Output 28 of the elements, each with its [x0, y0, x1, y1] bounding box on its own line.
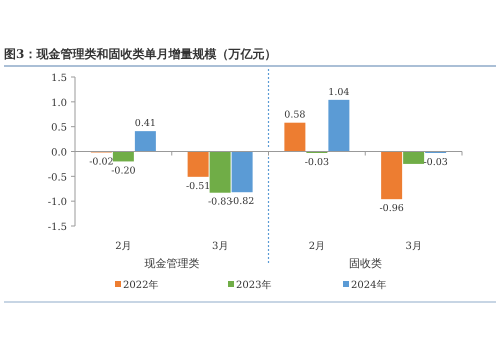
- y-tick-label: 1.0: [51, 98, 67, 109]
- data-label: -0.82: [230, 196, 254, 208]
- y-tick-label: 0.5: [51, 122, 67, 134]
- text: 固收类: [348, 257, 382, 270]
- chart-title: 图3：现金管理类和固收类单月增量规模（万亿元）: [4, 47, 276, 61]
- data-label: 0.58: [284, 110, 306, 121]
- x-tick-label: 2月: [308, 241, 326, 252]
- data-label: 1.04: [328, 86, 350, 98]
- text: 现金管理类: [144, 257, 200, 270]
- x-tick-label: 3月: [405, 241, 422, 252]
- x-tick-label: 2月: [115, 241, 132, 252]
- data-label: 0.41: [134, 118, 156, 130]
- legend-label: 2024年: [351, 279, 386, 291]
- data-label: -0.96: [379, 203, 404, 214]
- y-tick-label: 1.5: [51, 73, 67, 84]
- y-tick-label: -0.5: [48, 172, 67, 184]
- x-tick-label: 3月: [212, 241, 228, 252]
- data-label: -0.03: [304, 156, 330, 168]
- data-label: -0.02: [89, 156, 114, 168]
- data-label: -0.03: [423, 156, 448, 168]
- data-label: -0.20: [111, 165, 136, 176]
- data-label: -0.83: [208, 196, 232, 208]
- y-tick-label: -1.0: [48, 197, 67, 208]
- y-tick-label: 0.0: [51, 148, 67, 158]
- y-tick-label: -1.5: [48, 222, 67, 233]
- legend-label: 2022年: [123, 279, 158, 291]
- legend-label: 2023年: [236, 279, 272, 291]
- data-label: -0.51: [186, 180, 210, 192]
